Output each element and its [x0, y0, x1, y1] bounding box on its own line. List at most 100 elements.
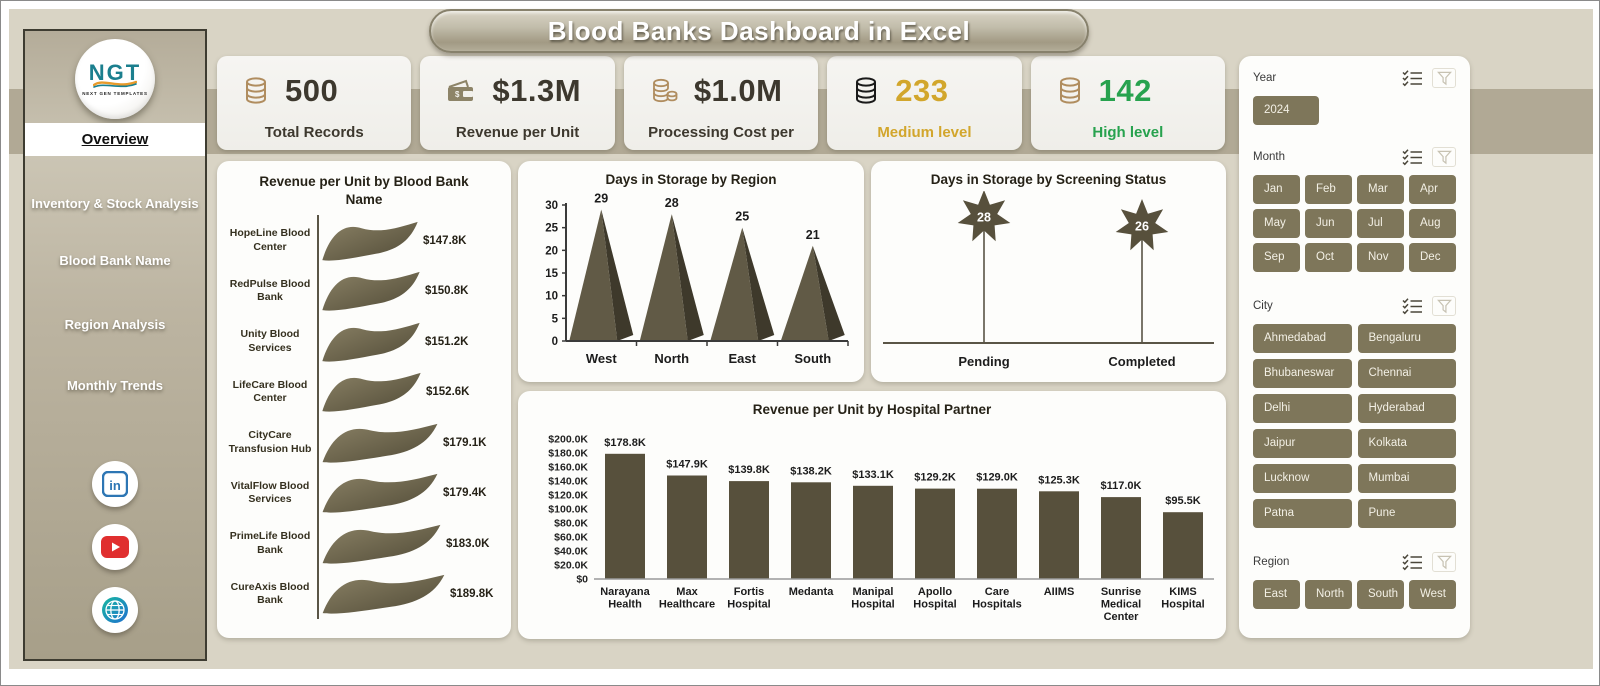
- blood-bank-row: RedPulse Blood Bank $150.8K: [227, 265, 501, 317]
- slicer-option-may[interactable]: May: [1253, 209, 1300, 238]
- city-slicer-label: City: [1253, 300, 1273, 312]
- slicer-option-dec[interactable]: Dec: [1409, 243, 1456, 272]
- svg-text:25: 25: [735, 210, 749, 224]
- clear-filter-icon[interactable]: [1432, 147, 1456, 167]
- region-slicer-label: Region: [1253, 556, 1290, 568]
- slicer-option-feb[interactable]: Feb: [1305, 175, 1352, 204]
- linkedin-button[interactable]: in: [92, 461, 138, 507]
- slicer-option-nov[interactable]: Nov: [1357, 243, 1404, 272]
- slicer-option-lucknow[interactable]: Lucknow: [1253, 464, 1352, 493]
- slicer-option-kolkata[interactable]: Kolkata: [1357, 429, 1456, 458]
- blood-bank-name: PrimeLife Blood Bank: [229, 530, 311, 556]
- slicer-option-oct[interactable]: Oct: [1305, 243, 1352, 272]
- region-slicer: Region East North South West: [1253, 552, 1456, 609]
- svg-text:$200.0K: $200.0K: [548, 434, 588, 446]
- blood-bank-value: $189.8K: [450, 588, 494, 601]
- slicer-option-jul[interactable]: Jul: [1357, 209, 1404, 238]
- slicer-option-2024[interactable]: 2024: [1253, 96, 1319, 125]
- region-options: East North South West: [1253, 580, 1456, 609]
- sidebar-item-inventory-stock-analysis[interactable]: Inventory & Stock Analysis: [31, 196, 199, 211]
- slicer-option-west[interactable]: West: [1409, 580, 1456, 609]
- svg-text:$20.0K: $20.0K: [554, 560, 588, 572]
- slicer-option-patna[interactable]: Patna: [1253, 499, 1352, 528]
- logo-swoosh-icon: [93, 80, 137, 88]
- slicer-option-hyderabad[interactable]: Hyderabad: [1357, 394, 1456, 423]
- sidebar-item-monthly-trends[interactable]: Monthly Trends: [66, 378, 164, 393]
- slicer-option-north[interactable]: North: [1305, 580, 1352, 609]
- website-button[interactable]: [92, 587, 138, 633]
- blood-bank-name: CityCare Transfusion Hub: [228, 429, 312, 455]
- kpi-value: $1.0M: [693, 73, 783, 108]
- clear-filter-icon[interactable]: [1432, 552, 1456, 572]
- slicer-option-delhi[interactable]: Delhi: [1253, 394, 1352, 423]
- blood-bank-value: $179.4K: [443, 487, 487, 500]
- sidebar-item-blood-bank-name[interactable]: Blood Bank Name: [59, 253, 171, 268]
- svg-text:10: 10: [545, 291, 558, 303]
- svg-text:$140.0K: $140.0K: [548, 476, 588, 488]
- multiselect-icon[interactable]: [1401, 147, 1425, 167]
- svg-text:$: $: [455, 90, 460, 99]
- multiselect-icon[interactable]: [1401, 552, 1425, 572]
- multiselect-icon[interactable]: [1401, 68, 1425, 88]
- svg-text:AIIMS: AIIMS: [1044, 586, 1075, 598]
- slicer-option-pune[interactable]: Pune: [1357, 499, 1456, 528]
- blood-bank-value: $151.2K: [425, 335, 469, 348]
- hospital-bar-plot: $0 $20.0K $40.0K $60.0K $80.0K $100.0K $120.0K…: [526, 421, 1218, 640]
- logo-text: NGT: [88, 59, 142, 85]
- ngt-logo: NGT NEXT GEN TEMPLATES: [75, 39, 155, 119]
- svg-text:$120.0K: $120.0K: [548, 490, 588, 502]
- page-title: Blood Banks Dashboard in Excel: [429, 9, 1089, 53]
- slicer-panel: Year 2024 Month Jan Feb Mar Apr May Jun Jul: [1239, 56, 1470, 638]
- wave-shape: [322, 272, 420, 311]
- svg-text:in: in: [109, 478, 121, 493]
- sidebar-item-overview[interactable]: Overview: [25, 123, 205, 156]
- svg-text:25: 25: [545, 223, 558, 235]
- database-icon: [1059, 77, 1080, 104]
- slicer-option-jan[interactable]: Jan: [1253, 175, 1300, 204]
- slicer-option-apr[interactable]: Apr: [1409, 175, 1456, 204]
- kpi-label: Medium level: [877, 124, 972, 141]
- chart-revenue-by-hospital-partner: Revenue per Unit by Hospital Partner $0 $…: [518, 391, 1226, 639]
- svg-text:East: East: [729, 351, 757, 366]
- slicer-option-mumbai[interactable]: Mumbai: [1357, 464, 1456, 493]
- blood-bank-rows: HopeLine Blood Center $147.8K RedPulse B…: [227, 215, 501, 620]
- svg-text:$133.1K: $133.1K: [852, 469, 894, 481]
- slicer-option-sep[interactable]: Sep: [1253, 243, 1300, 272]
- kpi-label: Total Records: [264, 124, 364, 141]
- svg-text:21: 21: [806, 228, 820, 242]
- sidebar-item-region-analysis[interactable]: Region Analysis: [64, 317, 166, 332]
- slicer-option-ahmedabad[interactable]: Ahmedabad: [1253, 324, 1352, 353]
- database-icon: [246, 77, 266, 104]
- blood-bank-name: LifeCare Blood Center: [232, 378, 308, 405]
- svg-text:$125.3K: $125.3K: [1038, 475, 1080, 487]
- svg-text:$180.0K: $180.0K: [548, 448, 588, 460]
- slicer-option-jaipur[interactable]: Jaipur: [1253, 429, 1352, 458]
- slicer-option-bhubaneswar[interactable]: Bhubaneswar: [1253, 359, 1352, 388]
- slicer-option-jun[interactable]: Jun: [1305, 209, 1352, 238]
- svg-text:$138.2K: $138.2K: [790, 465, 832, 477]
- svg-text:$117.0K: $117.0K: [1101, 480, 1142, 492]
- svg-text:Pending: Pending: [958, 354, 1009, 369]
- wave-shape: [322, 221, 418, 261]
- youtube-button[interactable]: [92, 524, 138, 570]
- blood-bank-name: RedPulse Blood Bank: [229, 277, 311, 304]
- slicer-option-aug[interactable]: Aug: [1409, 209, 1456, 238]
- clear-filter-icon[interactable]: [1432, 68, 1456, 88]
- slicer-option-south[interactable]: South: [1357, 580, 1404, 609]
- kpi-value: 500: [285, 73, 339, 108]
- multiselect-icon[interactable]: [1401, 296, 1425, 316]
- city-slicer: City Ahmedabad Bengaluru Bhubaneswar Chenna…: [1253, 296, 1456, 528]
- wave-shape: [322, 373, 421, 412]
- slicer-option-bengaluru[interactable]: Bengaluru: [1357, 324, 1456, 353]
- kpi-card-total-records: 500 Total Records: [217, 56, 412, 150]
- svg-text:28: 28: [665, 196, 679, 210]
- kpi-card-high-level: 142 High level: [1030, 56, 1226, 150]
- slicer-option-east[interactable]: East: [1253, 580, 1300, 609]
- clear-filter-icon[interactable]: [1432, 296, 1456, 316]
- svg-text:$160.0K: $160.0K: [548, 462, 588, 474]
- slicer-option-chennai[interactable]: Chennai: [1357, 359, 1456, 388]
- slicer-option-mar[interactable]: Mar: [1357, 175, 1404, 204]
